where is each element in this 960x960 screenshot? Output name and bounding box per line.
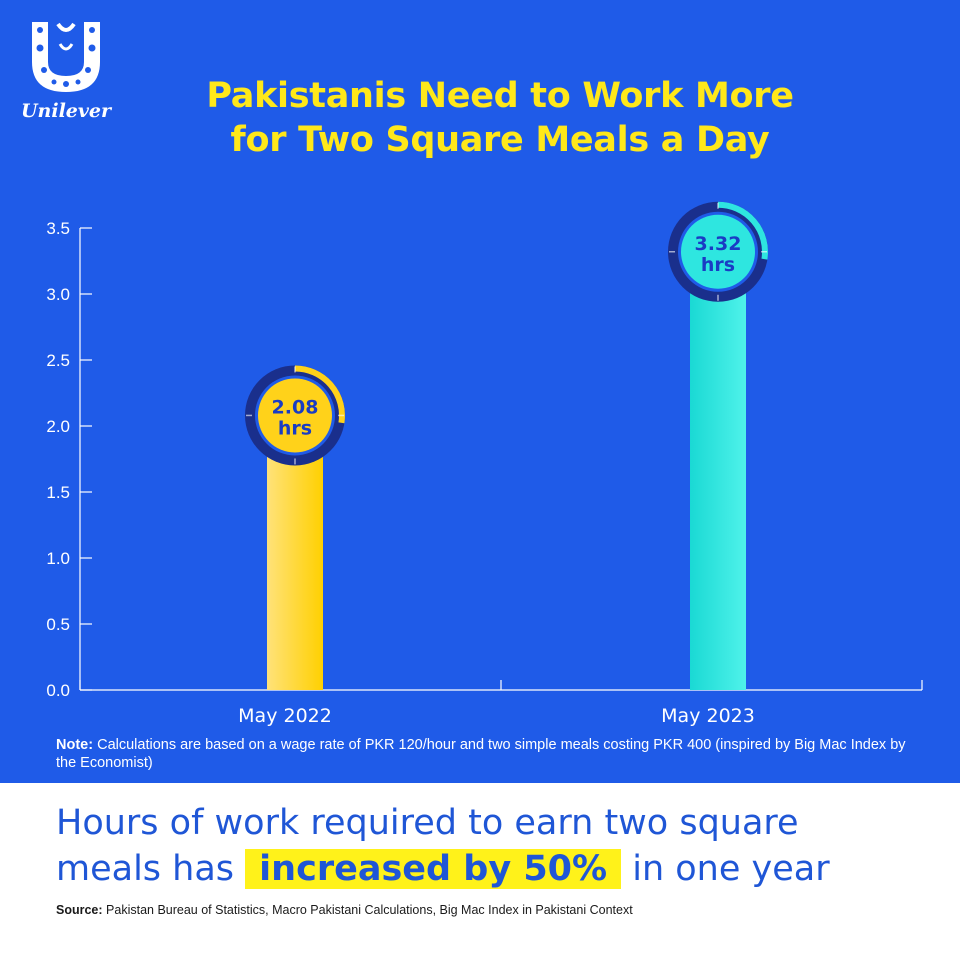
value-label: 2.08	[272, 396, 319, 418]
headline: Hours of work required to earn two squar…	[56, 800, 936, 892]
title-line-2: for Two Square Meals a Day	[230, 120, 770, 160]
clock-progress-arc	[717, 201, 768, 260]
y-tick-label: 3.0	[46, 285, 70, 304]
unilever-u-icon	[32, 22, 100, 92]
headline-pre: meals has	[56, 849, 235, 889]
y-tick-label: 2.0	[46, 417, 70, 436]
source-note: Source: Pakistan Bureau of Statistics, M…	[56, 903, 936, 917]
unit-label: hrs	[701, 254, 735, 276]
x-category-label: May 2022	[238, 705, 332, 727]
chart-note: Note: Calculations are based on a wage r…	[56, 736, 916, 772]
headline-post: in one year	[632, 849, 830, 889]
x-category-label: May 2023	[661, 705, 755, 727]
infographic-panel: Unilever Pakistanis Need to Work More fo…	[0, 0, 960, 783]
note-label: Note:	[56, 737, 94, 753]
unilever-logo: Unilever	[18, 14, 114, 126]
note-text: Calculations are based on a wage rate of…	[56, 737, 906, 771]
source-label: Source:	[56, 903, 103, 917]
page-title: Pakistanis Need to Work More for Two Squ…	[120, 74, 880, 162]
value-label: 3.32	[695, 233, 742, 255]
clock-progress-arc	[294, 365, 345, 424]
y-tick-label: 2.5	[46, 351, 70, 370]
clock-face	[681, 214, 755, 289]
bar-2	[690, 251, 746, 690]
y-tick-label: 0.0	[46, 681, 70, 700]
y-tick-label: 1.0	[46, 549, 70, 568]
source-text: Pakistan Bureau of Statistics, Macro Pak…	[106, 903, 633, 917]
title-line-1: Pakistanis Need to Work More	[206, 76, 794, 116]
unit-label: hrs	[278, 417, 312, 439]
y-tick-label: 3.5	[46, 219, 70, 238]
y-tick-label: 1.5	[46, 483, 70, 502]
brand-wordmark: Unilever	[20, 100, 112, 122]
highlight-text: increased by 50%	[245, 849, 622, 889]
headline-line-1: Hours of work required to earn two squar…	[56, 803, 799, 843]
clock-face	[258, 378, 332, 453]
y-tick-label: 0.5	[46, 615, 70, 634]
headline-line-2: meals has increased by 50% in one year	[56, 846, 936, 892]
